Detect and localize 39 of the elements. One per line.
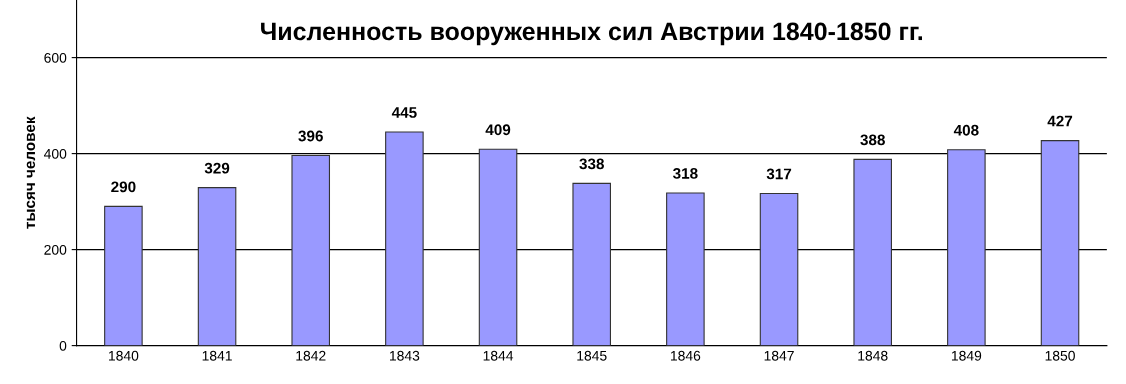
bar [385,131,424,346]
x-tick-label: 1848 [858,350,888,361]
data-label: 317 [766,168,792,180]
x-tick-label: 1846 [670,350,701,361]
data-label: 396 [298,130,323,142]
bar [291,154,331,346]
y-tick-label: 400 [43,148,67,159]
data-label: 318 [672,168,698,179]
x-tick-label: 1845 [577,350,607,361]
x-tick-label: 1847 [764,350,794,361]
x-tick-label: 1843 [390,350,420,361]
data-label: 338 [579,158,604,170]
bar [947,149,986,346]
data-label: 427 [1047,115,1073,127]
data-label: 329 [204,162,230,174]
text: Численность вооруженных сил Австрии 1840-1850 гг. [261,22,923,46]
x-tick-label: 1844 [483,350,514,361]
y-tick-label: 0 [59,340,67,351]
data-label: 290 [111,181,136,193]
bar [104,205,143,346]
data-label: 408 [953,124,979,136]
y-axis-title: тысяч человек [26,116,36,229]
x-tick-label: 1840 [109,350,139,361]
x-tick-label: 1849 [951,350,982,361]
bar [478,148,518,346]
data-label: 409 [485,124,511,136]
data-label: 445 [391,107,417,118]
bar [197,187,237,346]
data-label: 388 [860,134,885,146]
y-tick-label: 200 [44,244,67,255]
bar [853,158,892,346]
y-tick-label: 600 [44,52,67,63]
bar [759,192,799,346]
bar [666,192,705,346]
x-tick-label: 1842 [296,350,326,361]
bar [1040,140,1080,346]
bar [572,182,612,346]
x-tick-label: 1841 [202,350,232,361]
x-tick-label: 1850 [1045,350,1075,361]
